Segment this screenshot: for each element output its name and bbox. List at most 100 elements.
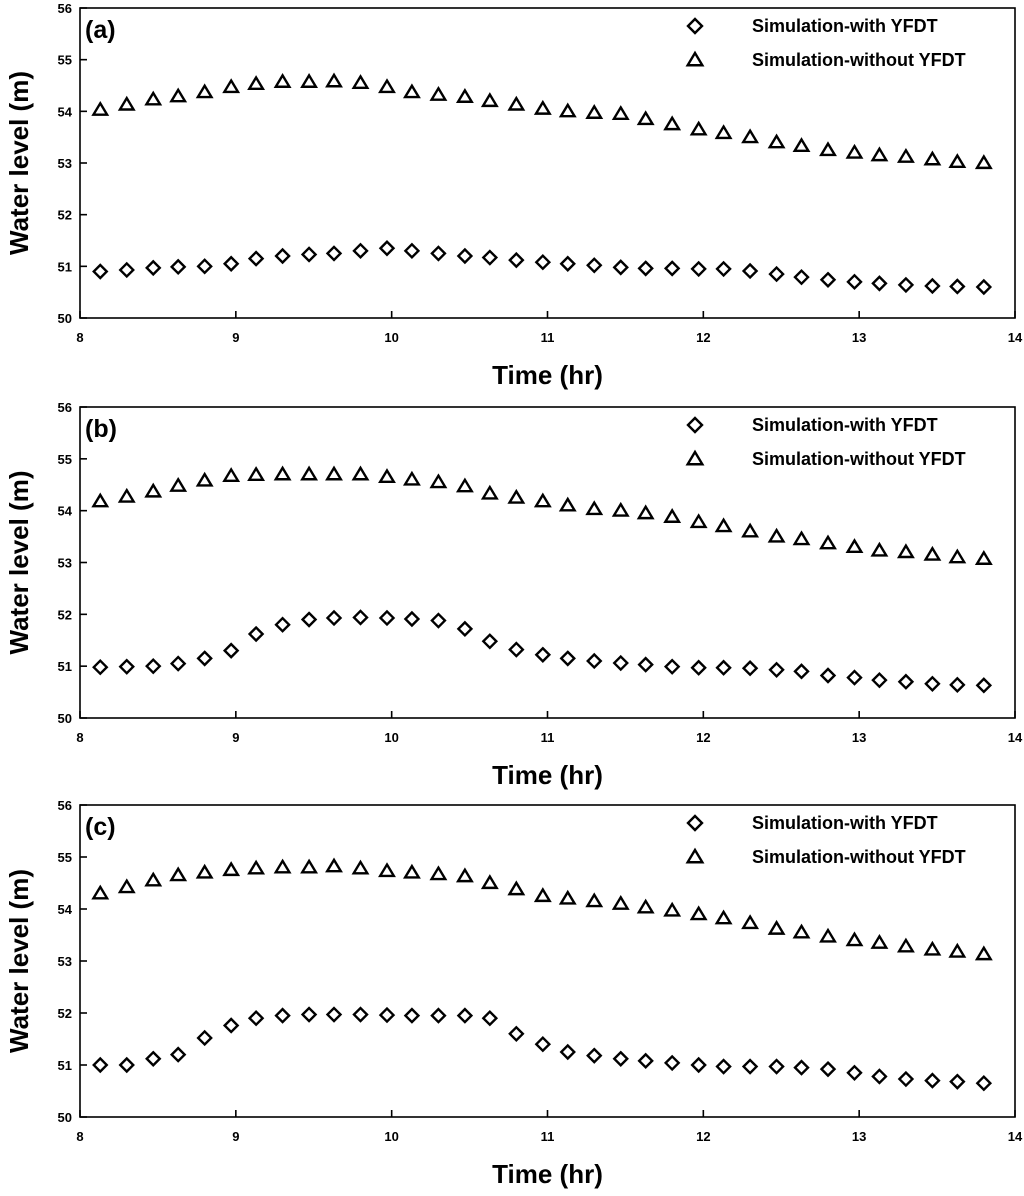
- data-point-diamond: [274, 1007, 291, 1024]
- data-point-triangle: [247, 859, 266, 875]
- data-point-diamond: [508, 641, 525, 658]
- data-point-diamond: [169, 258, 187, 276]
- data-point-triangle: [351, 74, 370, 89]
- data-point-triangle: [741, 522, 760, 538]
- data-point-triangle: [585, 104, 604, 119]
- data-point-diamond: [663, 1054, 681, 1072]
- data-point-triangle: [896, 147, 915, 163]
- data-point-diamond: [247, 1010, 265, 1027]
- data-point-diamond: [456, 1007, 474, 1024]
- data-point-diamond: [715, 260, 732, 278]
- data-point-diamond: [430, 1007, 447, 1024]
- data-point-triangle: [870, 541, 889, 557]
- data-point-triangle: [923, 545, 942, 561]
- data-point-diamond: [690, 1056, 707, 1074]
- legend-label: Simulation-with YFDT: [752, 415, 938, 435]
- data-point-diamond: [92, 263, 109, 280]
- data-point-triangle: [117, 95, 136, 111]
- legend-marker-triangle: [685, 449, 705, 466]
- chart-panel: 8 9 10 11 12 13 14 50 51 52 53 54 55 56 Time (hr) Water…: [4, 400, 1023, 790]
- data-point-diamond: [403, 610, 421, 628]
- data-point-triangle: [896, 937, 915, 953]
- data-point-triangle: [533, 887, 552, 903]
- x-tick-label: 11: [541, 330, 555, 345]
- data-point-triangle: [689, 120, 708, 136]
- data-point-triangle: [636, 110, 655, 126]
- data-point-diamond: [403, 1007, 421, 1024]
- data-point-triangle: [533, 99, 552, 115]
- data-point-diamond: [247, 250, 265, 267]
- x-tick-label: 9: [232, 1129, 239, 1144]
- legend-label: Simulation-without YFDT: [752, 50, 966, 70]
- data-point-diamond: [819, 271, 837, 288]
- data-point-triangle: [896, 543, 915, 559]
- data-point-triangle: [222, 78, 241, 94]
- data-point-diamond: [768, 265, 785, 283]
- data-point-diamond: [534, 1036, 552, 1053]
- y-tick-label: 52: [58, 208, 72, 223]
- x-tick-label: 10: [384, 330, 398, 345]
- data-point-triangle: [429, 865, 448, 881]
- data-point-triangle: [117, 878, 136, 894]
- data-point-triangle: [948, 548, 967, 564]
- data-point-diamond: [378, 1006, 396, 1024]
- y-tick-label: 51: [58, 259, 72, 274]
- data-point-triangle: [402, 83, 421, 99]
- data-point-triangle: [455, 867, 474, 883]
- data-point-diamond: [559, 650, 576, 667]
- data-point-triangle: [948, 942, 967, 958]
- data-point-triangle: [845, 143, 864, 159]
- data-point-diamond: [559, 255, 576, 272]
- y-tick-label: 54: [58, 104, 73, 119]
- data-point-triangle: [480, 874, 499, 890]
- data-point-triangle: [507, 488, 526, 504]
- x-tick-label: 13: [852, 1129, 866, 1144]
- data-point-diamond: [793, 663, 810, 680]
- x-tick-label: 10: [384, 730, 398, 745]
- data-point-triangle: [91, 492, 110, 508]
- x-tick-label: 8: [76, 330, 83, 345]
- x-tick-label: 12: [696, 1129, 710, 1144]
- data-point-diamond: [768, 661, 785, 678]
- x-tick-label: 8: [76, 1129, 83, 1144]
- data-point-diamond: [819, 667, 837, 684]
- data-point-triangle: [480, 92, 499, 108]
- data-point-diamond: [897, 673, 915, 690]
- series-without-yfdt: [91, 465, 993, 565]
- data-point-triangle: [974, 550, 993, 565]
- data-point-triangle: [117, 487, 136, 503]
- y-axis-title: Water level (m): [4, 71, 34, 255]
- data-point-triangle: [300, 465, 319, 481]
- x-axis-title: Time (hr): [492, 760, 603, 790]
- data-point-triangle: [351, 465, 370, 481]
- x-tick-label: 11: [541, 1129, 555, 1144]
- data-point-triangle: [429, 473, 448, 489]
- data-point-triangle: [533, 492, 552, 508]
- data-point-triangle: [819, 534, 837, 550]
- data-point-diamond: [534, 254, 552, 271]
- data-point-diamond: [871, 1068, 888, 1085]
- data-point-triangle: [870, 933, 889, 949]
- y-tick-label: 51: [58, 659, 72, 674]
- data-point-triangle: [558, 889, 577, 905]
- data-point-diamond: [456, 620, 474, 638]
- data-point-triangle: [974, 154, 993, 170]
- data-point-triangle: [663, 901, 682, 917]
- data-point-diamond: [871, 275, 888, 292]
- legend-label: Simulation-with YFDT: [752, 813, 938, 833]
- data-point-triangle: [558, 496, 577, 512]
- data-point-diamond: [637, 656, 654, 673]
- data-point-triangle: [663, 115, 682, 131]
- x-axis-title: Time (hr): [492, 360, 603, 390]
- data-point-diamond: [274, 247, 291, 265]
- data-point-triangle: [792, 137, 811, 153]
- data-point-diamond: [145, 657, 162, 675]
- x-tick-label: 13: [852, 330, 866, 345]
- panel-label: (c): [85, 813, 116, 841]
- x-tick-label: 12: [696, 330, 710, 345]
- data-point-diamond: [274, 616, 291, 633]
- data-point-triangle: [300, 73, 319, 88]
- data-point-diamond: [924, 277, 941, 295]
- data-point-triangle: [91, 884, 110, 900]
- data-point-diamond: [715, 659, 732, 676]
